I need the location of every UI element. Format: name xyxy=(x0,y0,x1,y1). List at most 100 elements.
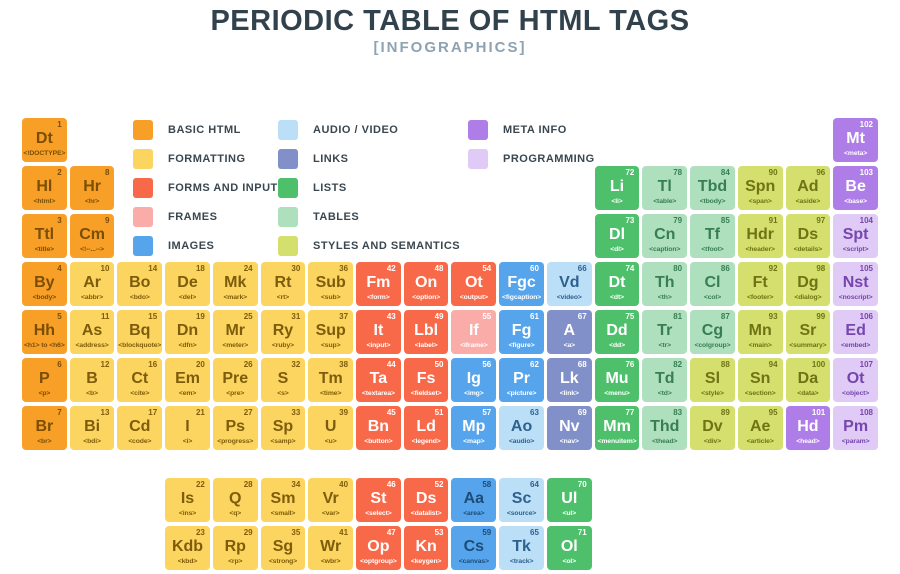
element-tag: <hr> xyxy=(84,197,100,205)
element-cell-br: 7 Br <br> xyxy=(22,406,67,450)
element-number: 69 xyxy=(577,408,587,417)
element-symbol: Pre xyxy=(222,369,249,387)
element-cell-figcaption: 60 Fgc <figcaption> xyxy=(499,262,544,306)
element-number: 74 xyxy=(625,264,635,273)
element-tag: <progress> xyxy=(217,437,254,445)
element-symbol: Cm xyxy=(79,225,105,243)
element-number: 22 xyxy=(195,480,205,489)
element-number: 53 xyxy=(434,528,444,537)
element-symbol: Ar xyxy=(83,273,101,291)
element-tag: <fieldset> xyxy=(410,389,442,397)
element-tag: <map> xyxy=(463,437,485,445)
element-number: 25 xyxy=(243,312,253,321)
element-symbol: Bi xyxy=(84,417,101,435)
element-symbol: Rp xyxy=(224,537,246,555)
element-tag: <style> xyxy=(701,389,724,397)
element-tag: <rp> xyxy=(228,557,243,565)
element-symbol: Da xyxy=(797,369,819,387)
element-number: 24 xyxy=(243,264,253,273)
element-tag: <audio> xyxy=(508,437,535,445)
element-number: 84 xyxy=(720,168,730,177)
element-symbol: Is xyxy=(180,489,195,507)
element-symbol: Vd xyxy=(559,273,580,291)
element-symbol: On xyxy=(415,273,438,291)
element-cell-nav: 69 Nv <nav> xyxy=(546,406,592,450)
element-symbol: Mt xyxy=(846,129,865,147)
element-symbol: Hr xyxy=(83,177,101,195)
element-tag: <ul> xyxy=(562,509,577,517)
element-symbol: Sn xyxy=(749,369,771,387)
element-cell-wbr: 41 Wr <wbr> xyxy=(308,526,354,570)
element-number: 9 xyxy=(104,216,110,225)
element-tag: <!DOCTYPE> xyxy=(23,149,66,157)
element-symbol: Ps xyxy=(225,417,246,435)
element-tag: <figure> xyxy=(508,341,535,349)
element-tag: <ruby> xyxy=(271,341,294,349)
element-tag: <p> xyxy=(38,389,51,397)
element-number: 52 xyxy=(434,480,444,489)
element-cell-p: 6 P <p> xyxy=(22,358,67,402)
element-number: 79 xyxy=(673,216,683,225)
element-cell-output: 54 Ot <output> xyxy=(451,262,497,306)
element-cell-a: 67 A <a> xyxy=(546,310,592,354)
element-cell-code: 17 Cd <code> xyxy=(117,406,163,450)
element-cell-html: 2 Hl <html> xyxy=(22,166,67,210)
element-number: 80 xyxy=(673,264,683,273)
legend-label: FORMS AND INPUT xyxy=(168,182,278,194)
element-cell-div: 89 Dv <div> xyxy=(690,406,735,450)
element-symbol: Be xyxy=(845,177,866,195)
element-cell-table: 78 Tl <table> xyxy=(642,166,688,210)
element-number: 106 xyxy=(859,312,873,321)
element-tag: <optgroup> xyxy=(360,557,397,565)
element-number: 66 xyxy=(577,264,587,273)
element-symbol: Ao xyxy=(510,417,533,435)
element-cell-article: 95 Ae <article> xyxy=(737,406,783,450)
element-cell-sub: 36 Sub <sub> xyxy=(308,262,354,306)
element-symbol: Ad xyxy=(797,177,819,195)
element-cell-bdo: 14 Bo <bdo> xyxy=(117,262,163,306)
element-number: 7 xyxy=(57,408,62,417)
element-tag: <main> xyxy=(748,341,772,349)
element-symbol: Rt xyxy=(274,273,292,291)
element-number: 56 xyxy=(482,360,492,369)
element-symbol: Ct xyxy=(131,369,149,387)
element-tag: <em> xyxy=(178,389,197,397)
element-tag: <head> xyxy=(796,437,820,445)
element-symbol: Nst xyxy=(842,273,869,291)
element-symbol: Tl xyxy=(657,177,672,195)
element-cell-ul: 70 Ul <ul> xyxy=(546,478,592,522)
element-tag: <form> xyxy=(367,293,390,301)
element-cell-col: 86 Cl <col> xyxy=(690,262,735,306)
element-number: 12 xyxy=(100,360,110,369)
element-number: 100 xyxy=(811,360,826,369)
element-number: 29 xyxy=(243,528,253,537)
element-symbol: Fs xyxy=(416,369,436,387)
element-tag: <source> xyxy=(506,509,537,517)
element-symbol: Spn xyxy=(745,177,776,195)
element-tag: <param> xyxy=(841,437,870,445)
element-symbol: Bn xyxy=(367,417,390,435)
legend-item-styles: STYLES AND SEMANTICS xyxy=(278,236,460,256)
element-tag: <ins> xyxy=(178,509,197,517)
element-symbol: Td xyxy=(654,369,675,387)
element-cell-progress: 27 Ps <progress> xyxy=(212,406,258,450)
element-cell-cite: 16 Ct <cite> xyxy=(117,358,163,402)
element-number: 102 xyxy=(859,120,873,129)
element-tag: <a> xyxy=(563,341,576,349)
element-number: 72 xyxy=(625,168,635,177)
element-tag: <sub> xyxy=(320,293,341,301)
element-tag: <s> xyxy=(277,389,289,397)
element-number: 2 xyxy=(57,168,62,177)
element-tag: <dt> xyxy=(610,293,624,301)
element-number: 34 xyxy=(291,480,301,489)
element-cell-param: 108 Pm <param> xyxy=(833,406,878,450)
element-number: 108 xyxy=(859,408,873,417)
periodic-table: 1 Dt <!DOCTYPE> 102 Mt <meta> 2 Hl <html> 8 Hr <hr>… xyxy=(22,118,878,570)
element-number: 57 xyxy=(482,408,492,417)
legend-item-basic: BASIC HTML xyxy=(133,120,278,140)
element-tag: <strong> xyxy=(268,557,298,565)
element-cell-video: 66 Vd <video> xyxy=(546,262,592,306)
forms-color-swatch xyxy=(133,178,153,198)
element-tag: <dialog> xyxy=(794,293,822,301)
element-symbol: Tm xyxy=(318,369,343,387)
